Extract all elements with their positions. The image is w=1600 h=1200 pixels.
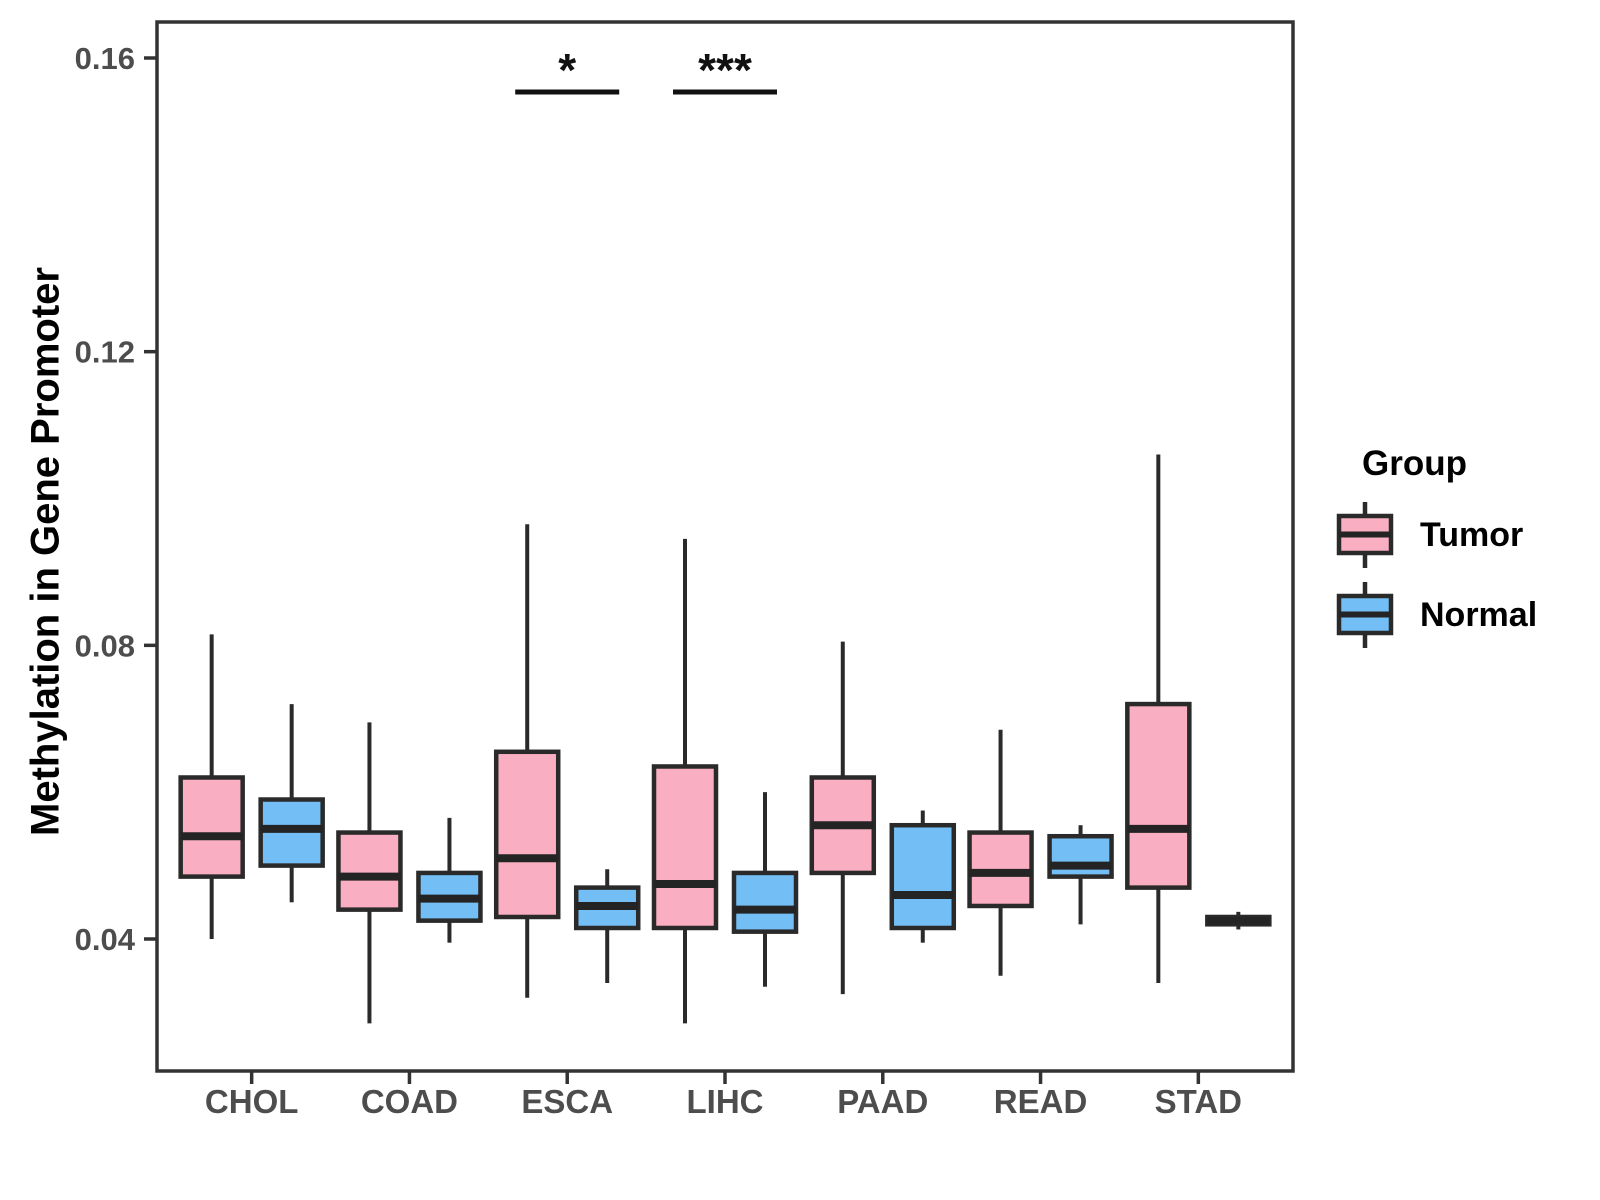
legend-entry-label: Normal — [1420, 595, 1538, 634]
box-tumor-READ — [967, 729, 1034, 976]
iqr-box — [651, 764, 719, 931]
box-tumor-CHOL — [178, 634, 245, 940]
legend-item-normal: Normal — [1336, 578, 1596, 652]
x-tick-label: PAAD — [837, 1083, 928, 1120]
box-tumor-ESCA — [493, 524, 561, 998]
legend-items: Tumor Normal — [1336, 498, 1596, 652]
iqr-box — [731, 870, 799, 934]
box-normal-LIHC — [731, 792, 799, 987]
iqr-box — [493, 749, 561, 920]
x-tick-label: CHOL — [205, 1083, 299, 1120]
panel-border — [155, 20, 1295, 1073]
box-normal-ESCA — [573, 869, 641, 984]
legend-title: Group — [1362, 444, 1467, 483]
box-tumor-COAD — [336, 722, 403, 1024]
y-tick-label: 0.04 — [75, 922, 136, 957]
iqr-box — [889, 822, 957, 931]
box-normal-READ — [1047, 825, 1114, 925]
box-normal-COAD — [416, 817, 483, 943]
legend-entry-label: Tumor — [1420, 515, 1524, 554]
x-tick-label: COAD — [361, 1083, 458, 1120]
iqr-box — [1047, 833, 1114, 879]
legend-key-boxplot-icon — [1336, 502, 1394, 568]
legend-item-tumor: Tumor — [1336, 498, 1596, 572]
x-tick-label: STAD — [1155, 1083, 1242, 1120]
box-tumor-PAAD — [809, 641, 877, 995]
iqr-box — [178, 775, 245, 879]
x-tick-label: ESCA — [521, 1083, 613, 1120]
legend-key-boxplot-icon — [1336, 582, 1394, 648]
iqr-box — [1125, 701, 1192, 890]
x-tick-label: LIHC — [687, 1083, 764, 1120]
box-normal-CHOL — [258, 704, 325, 903]
significance-stars-ESCA: * — [558, 44, 576, 96]
legend: Group Tumor Normal — [1336, 444, 1596, 652]
significance-stars-LIHC: *** — [698, 44, 752, 96]
y-axis-title: Methylation in Gene Promoter — [23, 267, 68, 836]
box-normal-STAD — [1205, 911, 1272, 930]
y-tick-label: 0.12 — [75, 335, 135, 370]
y-tick-label: 0.08 — [75, 628, 135, 663]
x-tick-label: READ — [994, 1083, 1088, 1120]
box-normal-PAAD — [889, 810, 957, 943]
box-tumor-LIHC — [651, 538, 719, 1024]
iqr-box — [336, 830, 403, 912]
box-tumor-STAD — [1125, 454, 1192, 984]
y-tick-label: 0.16 — [75, 41, 135, 76]
